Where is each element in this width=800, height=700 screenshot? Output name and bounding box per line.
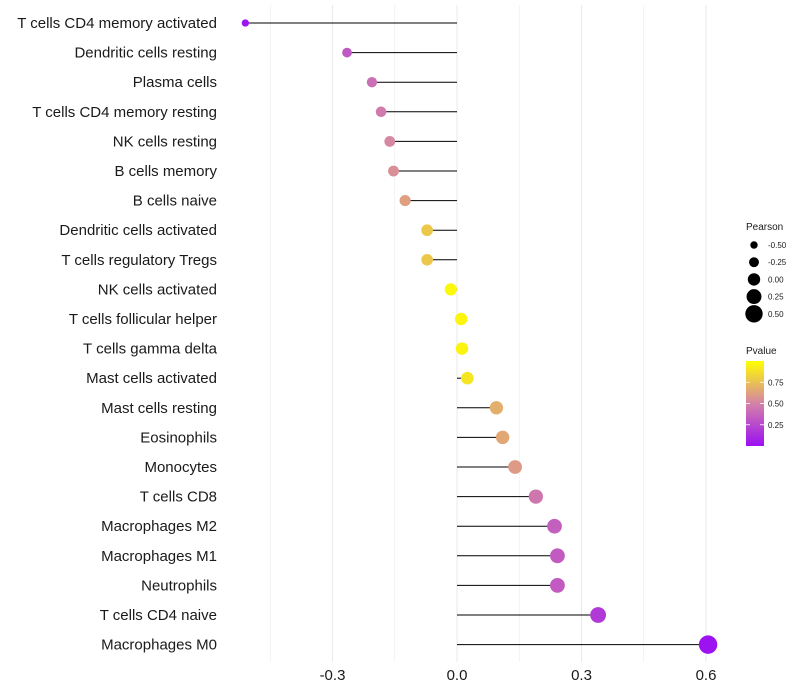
category-label: Macrophages M1: [101, 548, 217, 565]
data-point: [399, 195, 411, 207]
category-label: T cells CD4 memory resting: [32, 104, 217, 121]
category-label: Dendritic cells activated: [59, 222, 217, 239]
data-point: [421, 224, 433, 237]
pvalue-colorbar: [746, 361, 764, 446]
data-point: [342, 47, 352, 58]
legend-size-label: -0.50: [768, 241, 787, 250]
data-point: [388, 165, 399, 177]
category-label: T cells CD4 memory activated: [17, 15, 217, 32]
x-tick-label: 0.6: [696, 667, 717, 684]
legend-color-label: 0.75: [768, 378, 784, 387]
category-label: Plasma cells: [133, 74, 217, 91]
legend-pearson: Pearson -0.50 -0.25 0.00 0.25 0.50: [745, 222, 787, 323]
legend-pvalue: Pvalue 0.75 0.50 0.25: [746, 346, 784, 446]
category-label: Monocytes: [144, 459, 217, 476]
data-point: [444, 283, 457, 296]
category-label: NK cells resting: [113, 133, 217, 150]
data-point: [375, 106, 387, 118]
data-point: [698, 635, 718, 654]
category-label: Eosinophils: [140, 429, 217, 446]
category-label: Dendritic cells resting: [74, 45, 217, 62]
data-point: [547, 518, 562, 534]
legend-size-label: 0.50: [768, 310, 784, 319]
stems: [245, 22, 709, 646]
data-point: [495, 430, 510, 445]
category-label: T cells gamma delta: [83, 341, 218, 358]
data-point: [454, 312, 468, 326]
legend-size-label: 0.00: [768, 275, 784, 284]
legend-color-label: 0.50: [768, 400, 784, 409]
category-labels: T cells CD4 memory activated Dendritic ce…: [17, 15, 217, 654]
data-point: [241, 19, 250, 27]
x-tick-label: -0.3: [320, 667, 346, 684]
category-label: B cells naive: [133, 193, 217, 210]
data-point: [590, 607, 606, 623]
data-point: [421, 253, 433, 266]
data-point: [508, 460, 522, 474]
grid: [269, 5, 707, 662]
data-point: [384, 136, 396, 147]
category-label: Mast cells activated: [86, 370, 217, 387]
legend-size-label: -0.25: [768, 258, 787, 267]
category-label: T cells regulatory Tregs: [61, 252, 217, 269]
x-axis-ticks: -0.3 0.0 0.3 0.6: [320, 667, 717, 684]
category-label: B cells memory: [114, 163, 217, 180]
data-point: [366, 77, 378, 88]
category-label: Neutrophils: [141, 577, 217, 594]
legend-color-label: 0.25: [768, 421, 784, 430]
data-point: [528, 489, 543, 504]
data-point: [550, 577, 565, 593]
legend-size-dot: [749, 257, 759, 268]
x-tick-label: 0.0: [447, 667, 468, 684]
legend-size-dot: [750, 241, 758, 249]
category-label: T cells follicular helper: [69, 311, 217, 328]
points: [241, 19, 718, 654]
legend-pearson-title: Pearson: [746, 222, 783, 233]
legend-size-dot: [745, 305, 763, 323]
category-label: T cells CD4 naive: [100, 607, 217, 624]
category-label: Macrophages M0: [101, 637, 217, 654]
category-label: T cells CD8: [140, 489, 217, 506]
data-point: [550, 548, 565, 564]
data-point: [461, 371, 474, 385]
data-point: [489, 401, 504, 415]
category-label: Mast cells resting: [101, 400, 217, 417]
legend-pvalue-title: Pvalue: [746, 346, 777, 357]
legend-size-dot: [747, 273, 761, 286]
x-tick-label: 0.3: [571, 667, 592, 684]
category-label: Macrophages M2: [101, 518, 217, 535]
data-point: [455, 342, 469, 355]
legend-size-label: 0.25: [768, 293, 784, 302]
legend-size-dot: [746, 289, 762, 305]
category-label: NK cells activated: [98, 281, 217, 298]
